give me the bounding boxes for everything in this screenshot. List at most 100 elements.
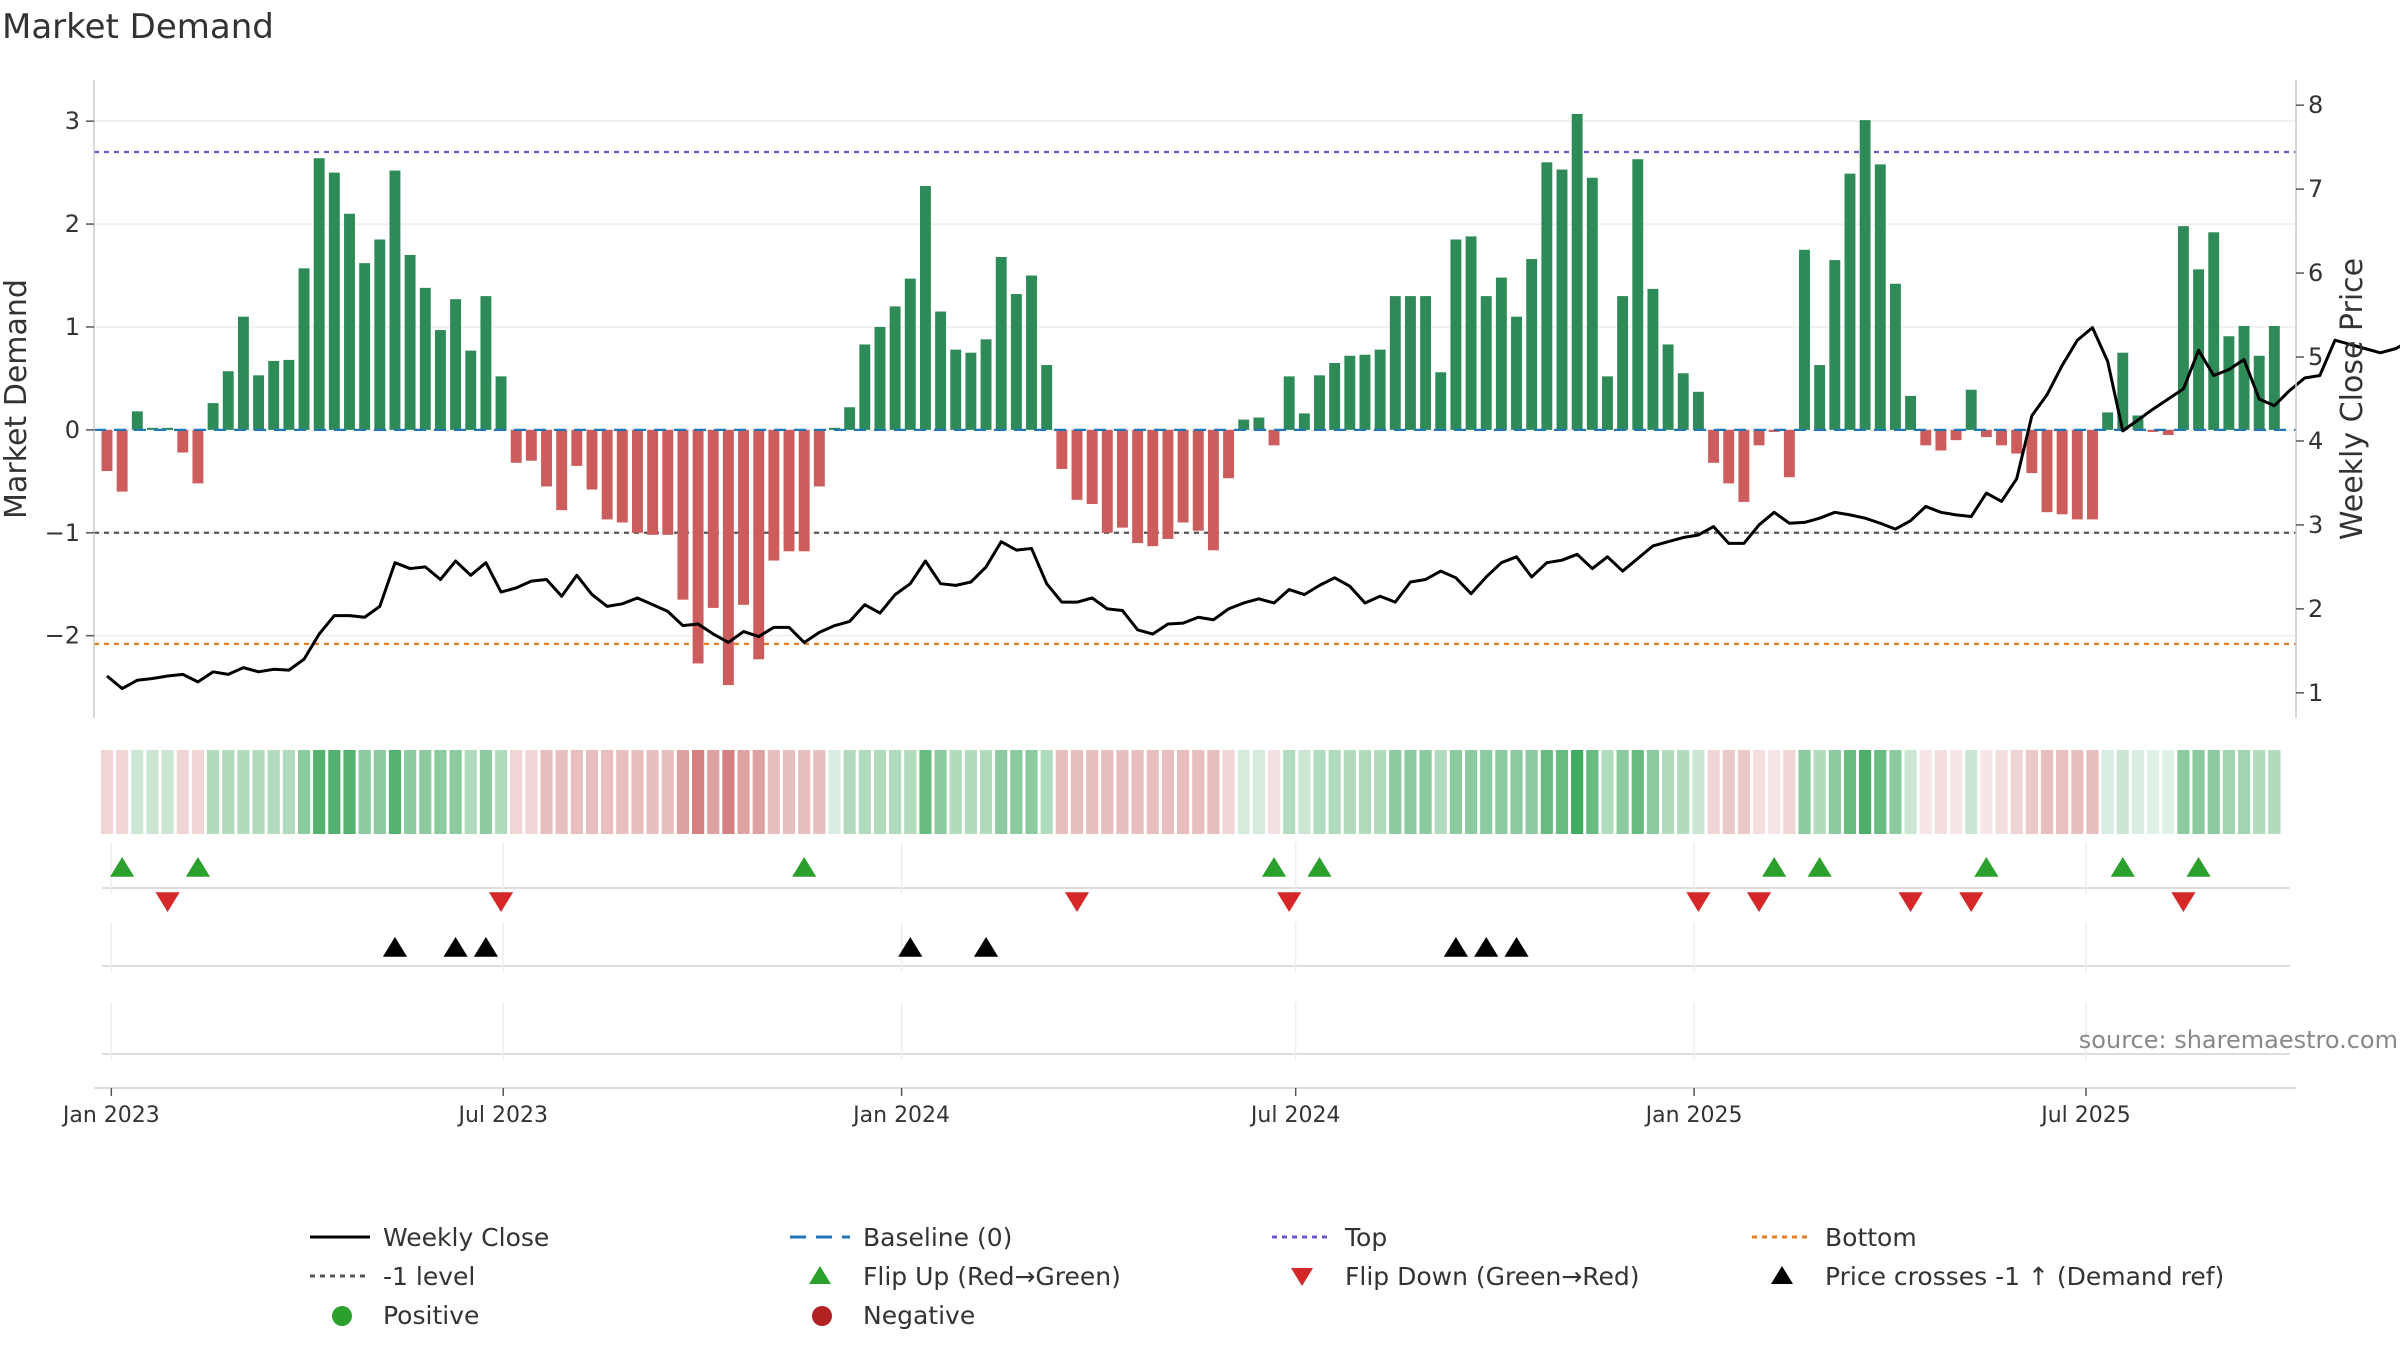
demand-heat-cell [2040,750,2054,834]
demand-bar [571,429,583,466]
x-tick-label: Jan 2023 [61,1103,160,1128]
demand-bar [1117,429,1128,528]
demand-heat-cell [828,750,841,834]
demand-bar [1480,296,1492,430]
cross-up-marker [973,937,999,957]
demand-heat-cell [2071,750,2084,834]
demand-heat-cell [313,750,326,834]
right-tick-label: 6 [2308,259,2323,287]
source-note: source: sharemaestro.com [2079,1026,2398,1054]
demand-heat-cell [995,750,1008,834]
cross-up-marker [1443,937,1469,957]
demand-heat-cell [2131,750,2145,834]
flip-down-marker [1746,892,1772,912]
demand-bar [874,326,886,430]
demand-bar [813,429,825,487]
demand-heat-strip [100,750,2281,834]
demand-heat-cell [798,750,811,834]
demand-bar [1662,344,1674,430]
demand-bar [253,375,265,430]
demand-bar [1814,365,1826,430]
demand-heat-cell [934,750,947,834]
demand-bar [1086,429,1098,504]
demand-bar [2208,232,2220,430]
demand-bar [450,299,462,430]
demand-bar [1389,296,1401,430]
demand-heat-cell [176,750,189,834]
demand-bar [2026,429,2038,474]
demand-bar [1238,419,1250,430]
demand-heat-cell [555,750,568,834]
legend-swatch-tri-up [809,1266,831,1284]
demand-bar [237,316,249,430]
flip-down-marker [155,892,180,912]
demand-bar [1374,349,1386,430]
demand-heat-cell [343,750,356,834]
legend-swatch-tri-down [1291,1268,1313,1286]
demand-bar [2253,355,2265,430]
demand-bars [94,113,2296,686]
demand-bar [844,407,856,430]
demand-heat-cell [2056,750,2069,834]
demand-heat-cell [2010,750,2023,834]
demand-heat-cell [858,750,871,834]
cross-up-marker [382,937,408,957]
demand-bar [147,427,158,430]
demand-heat-cell [1464,750,1478,834]
demand-bar [1783,429,1795,478]
demand-bar [1192,429,1204,531]
flip-up-marker [1807,857,1832,877]
demand-bar [1632,159,1644,430]
legend-label: Bottom [1825,1223,1917,1252]
demand-bar [798,429,810,552]
demand-heat-cell [282,750,295,834]
legend-label: Top [1344,1223,1387,1252]
demand-heat-cell [494,750,508,834]
demand-bar [344,213,355,430]
flip-down-marker [1064,892,1090,912]
left-tick-label: −1 [45,519,80,547]
demand-heat-cell [1601,750,1614,834]
demand-bar [268,360,280,430]
demand-heat-cell [1055,750,1068,834]
demand-heat-cell [1207,750,1220,834]
demand-bar [2268,325,2280,430]
event-markers [102,842,2290,1060]
right-tick-label: 5 [2308,343,2323,371]
demand-bar [1738,429,1750,502]
demand-bar [2102,412,2114,430]
demand-bar [1905,395,1917,430]
flip-up-marker [1307,857,1332,877]
demand-heat-cell [1752,750,1766,834]
demand-heat-cell [2101,750,2114,834]
demand-heat-cell [1010,750,1023,834]
demand-heat-cell [1889,750,1902,834]
demand-bar [1526,259,1538,430]
flip-up-marker [110,857,135,877]
demand-heat-cell [2162,750,2175,834]
demand-bar [980,339,992,430]
demand-bar [647,429,659,535]
flip-up-marker [1261,857,1287,877]
demand-bar [2071,429,2083,520]
demand-heat-cell [1571,750,1584,834]
demand-heat-cell [479,750,492,834]
demand-bar [1056,429,1068,469]
demand-bar [1511,316,1522,430]
demand-bar [1344,355,1356,430]
x-tick-label: Jul 2023 [456,1103,548,1128]
demand-heat-cell [2192,750,2205,834]
demand-bar [177,429,189,453]
demand-bar [298,268,310,430]
demand-bar [162,427,174,430]
legend-label: Weekly Close [383,1223,549,1252]
demand-heat-cell [1389,750,1402,834]
demand-heat-cell [1525,750,1538,834]
demand-heat-cell [676,750,690,834]
demand-bar [131,411,143,430]
demand-heat-cell [1343,750,1356,834]
demand-bar [1010,294,1022,430]
demand-bar [556,429,568,511]
demand-heat-cell [1980,750,1993,834]
demand-heat-cell [1737,750,1750,834]
